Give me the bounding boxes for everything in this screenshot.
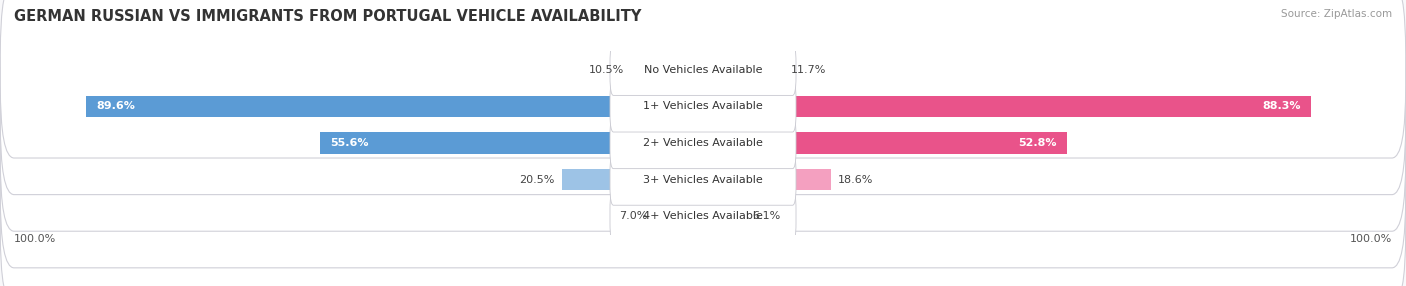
Text: 100.0%: 100.0% [14, 234, 56, 244]
Bar [703, 206, 745, 227]
Text: 88.3%: 88.3% [1263, 102, 1301, 111]
Text: 11.7%: 11.7% [790, 65, 825, 75]
Text: 4+ Vehicles Available: 4+ Vehicles Available [643, 211, 763, 221]
FancyBboxPatch shape [0, 18, 1406, 194]
Bar [655, 206, 703, 227]
FancyBboxPatch shape [610, 117, 796, 169]
Text: 18.6%: 18.6% [838, 175, 873, 184]
Bar [703, 169, 831, 190]
Bar [562, 169, 703, 190]
Text: 52.8%: 52.8% [1018, 138, 1056, 148]
Text: 55.6%: 55.6% [330, 138, 368, 148]
FancyBboxPatch shape [0, 55, 1406, 231]
Text: 89.6%: 89.6% [96, 102, 135, 111]
Bar [86, 96, 703, 117]
FancyBboxPatch shape [0, 92, 1406, 268]
Bar [703, 132, 1067, 154]
Bar [321, 132, 703, 154]
Text: No Vehicles Available: No Vehicles Available [644, 65, 762, 75]
Text: 1+ Vehicles Available: 1+ Vehicles Available [643, 102, 763, 111]
FancyBboxPatch shape [610, 154, 796, 205]
Text: 7.0%: 7.0% [620, 211, 648, 221]
FancyBboxPatch shape [610, 81, 796, 132]
Bar [703, 96, 1312, 117]
Text: 6.1%: 6.1% [752, 211, 780, 221]
Bar [703, 59, 783, 80]
Text: 100.0%: 100.0% [1350, 234, 1392, 244]
Text: 2+ Vehicles Available: 2+ Vehicles Available [643, 138, 763, 148]
Text: 20.5%: 20.5% [519, 175, 555, 184]
FancyBboxPatch shape [610, 190, 796, 242]
FancyBboxPatch shape [0, 128, 1406, 286]
Text: GERMAN RUSSIAN VS IMMIGRANTS FROM PORTUGAL VEHICLE AVAILABILITY: GERMAN RUSSIAN VS IMMIGRANTS FROM PORTUG… [14, 9, 641, 23]
FancyBboxPatch shape [0, 0, 1406, 158]
Text: Source: ZipAtlas.com: Source: ZipAtlas.com [1281, 9, 1392, 19]
FancyBboxPatch shape [610, 44, 796, 96]
Bar [631, 59, 703, 80]
Text: 10.5%: 10.5% [589, 65, 624, 75]
Text: 3+ Vehicles Available: 3+ Vehicles Available [643, 175, 763, 184]
